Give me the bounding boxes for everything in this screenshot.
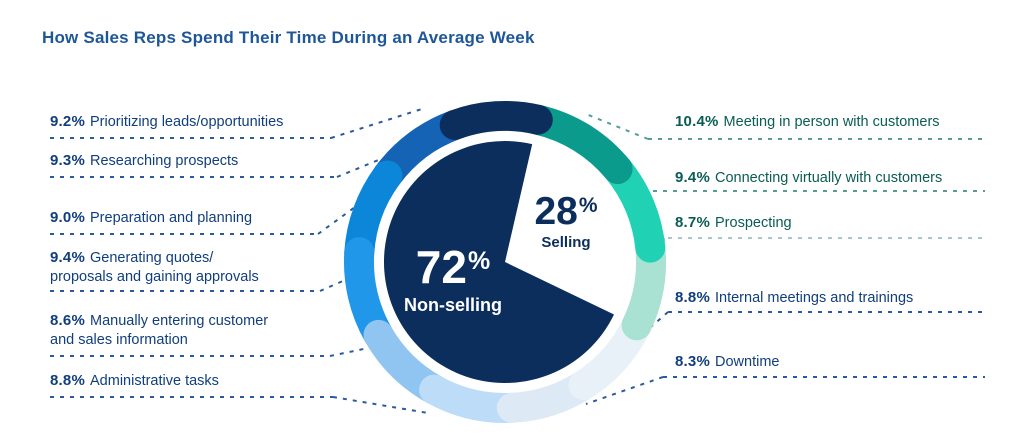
selling-label: Selling [541, 234, 591, 251]
pct-internal: 8.8% [675, 289, 710, 306]
pct-manually: 8.6% [50, 312, 85, 329]
label-manual-entry: 8.6% Manually entering customer and sales… [50, 311, 268, 350]
pct-prioritizing: 9.2% [50, 113, 85, 130]
non-selling-percent-sign: % [467, 247, 491, 275]
label-meeting-in-person: 10.4% Meeting in person with customers [675, 112, 940, 132]
pct-prospecting: 8.7% [675, 214, 710, 231]
pct-admin: 8.8% [50, 372, 85, 389]
text-downtime: Downtime [715, 354, 780, 370]
label-administrative-tasks: 8.8% Administrative tasks [50, 371, 219, 391]
text-admin: Administrative tasks [90, 373, 219, 389]
pct-connecting: 9.4% [675, 169, 710, 186]
pct-downtime: 8.3% [675, 353, 710, 370]
label-researching-prospects: 9.3% Researching prospects [50, 151, 238, 171]
label-generating-quotes: 9.4% Generating quotes/ proposals and gai… [50, 248, 259, 287]
text-prep: Preparation and planning [90, 210, 253, 226]
text-prioritizing: Prioritizing leads/opportunities [90, 114, 284, 130]
label-downtime: 8.3% Downtime [675, 352, 779, 372]
non-selling-label: Non-selling [404, 295, 502, 315]
ring-segment-prioritizing [439, 101, 553, 140]
non-selling-callout: 72% Non-selling [387, 240, 519, 316]
label-connecting-virtually: 9.4% Connecting virtually with customers [675, 168, 942, 188]
selling-number: 28 [534, 190, 578, 233]
text-prospecting: Prospecting [715, 215, 792, 231]
non-selling-number: 72 [415, 241, 467, 293]
leader-connector-downtime [585, 376, 664, 405]
selling-percent-sign: % [578, 194, 598, 217]
label-prioritizing-leads: 9.2% Prioritizing leads/opportunities [50, 112, 283, 132]
text-manually: Manually entering customer and sales inf… [50, 313, 269, 349]
text-research: Researching prospects [90, 153, 239, 169]
pie-non-selling-wedge [383, 140, 614, 383]
pct-meeting: 10.4% [675, 113, 719, 130]
text-meeting: Meeting in person with customers [723, 114, 940, 130]
pct-quotes: 9.4% [50, 249, 85, 266]
text-quotes: Generating quotes/ proposals and gaining… [50, 250, 259, 286]
pct-research: 9.3% [50, 152, 85, 169]
leader-connector-admin [332, 396, 429, 414]
selling-callout: 28% Selling [516, 190, 616, 251]
pct-prep: 9.0% [50, 209, 85, 226]
label-prospecting: 8.7% Prospecting [675, 213, 792, 233]
leader-connector-meeting [585, 113, 649, 140]
text-internal: Internal meetings and trainings [715, 290, 914, 306]
text-connecting: Connecting virtually with customers [715, 170, 943, 186]
leader-connector-prioritizing [330, 107, 426, 139]
label-preparation-planning: 9.0% Preparation and planning [50, 208, 252, 228]
label-internal-meetings: 8.8% Internal meetings and trainings [675, 288, 913, 308]
chart-title: How Sales Reps Spend Their Time During a… [42, 28, 535, 47]
